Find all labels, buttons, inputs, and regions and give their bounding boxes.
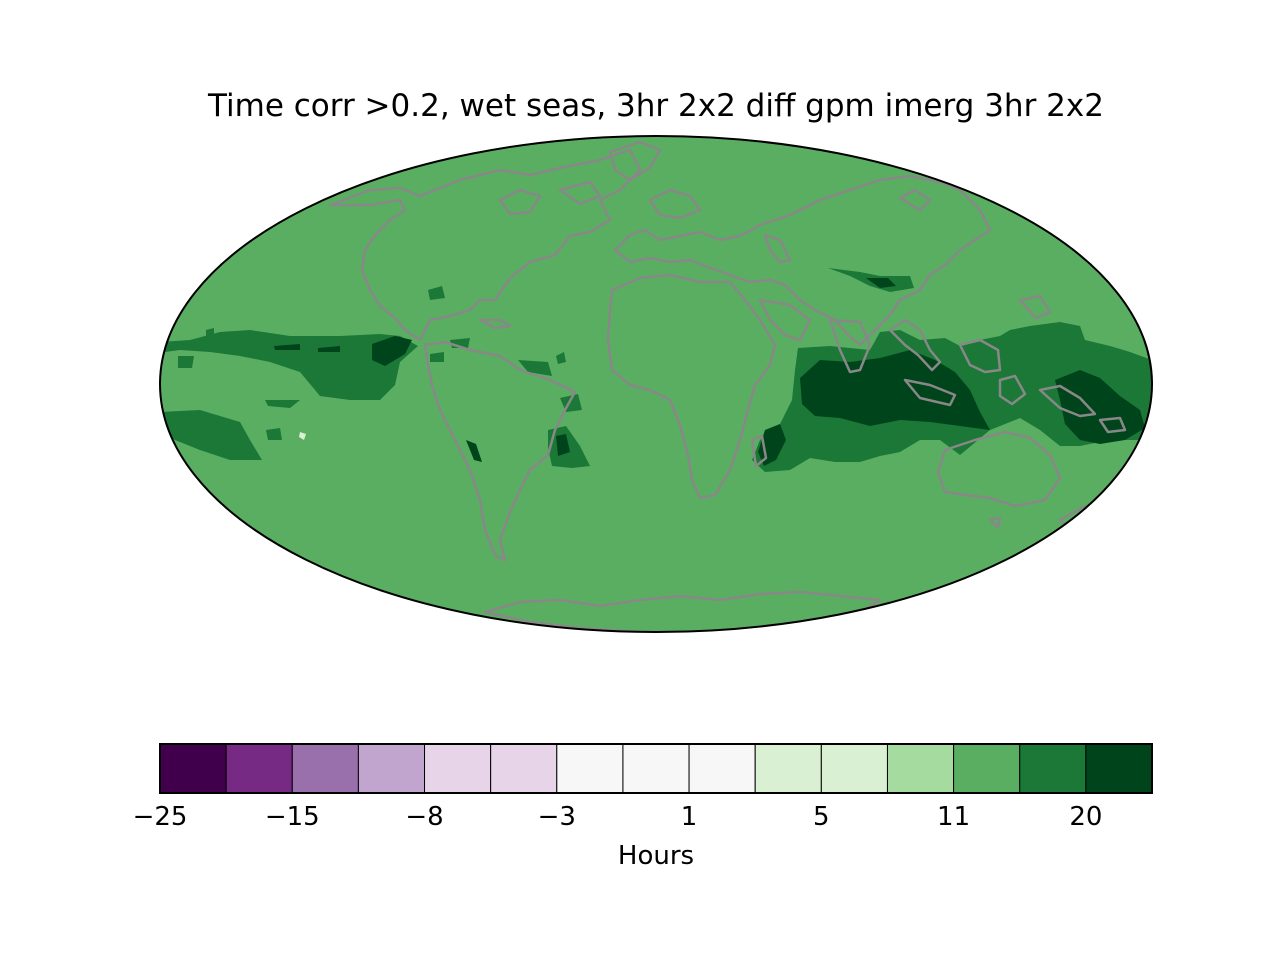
anomaly-region-gulf: [428, 286, 445, 300]
colorbar-cell: [424, 743, 492, 794]
colorbar-tick-label: −8: [405, 802, 443, 832]
colorbar-cell: [556, 743, 624, 794]
colorbar-frame: [159, 743, 1153, 794]
anomaly-patch-pacific-mid: [265, 400, 300, 408]
colorbar-cell: [1085, 743, 1153, 794]
anomaly-patch-7: [299, 432, 306, 440]
colorbar-cell: [754, 743, 822, 794]
colorbar-cell: [225, 743, 293, 794]
map-title: Time corr >0.2, wet seas, 3hr 2x2 diff g…: [208, 88, 1104, 124]
colorbar-tick-label: −3: [538, 802, 576, 832]
colorbar-cells: [159, 743, 1153, 794]
colorbar-tick-label: 11: [937, 802, 970, 832]
colorbar-tick-label: 5: [813, 802, 830, 832]
colorbar-cell: [820, 743, 888, 794]
anomaly-patch-1: [178, 356, 194, 368]
anomaly-patch-5: [556, 352, 566, 364]
colorbar-cell: [688, 743, 756, 794]
colorbar-label: Hours: [618, 841, 694, 871]
colorbar-cell: [291, 743, 359, 794]
anomaly-patch-3: [1098, 348, 1112, 360]
colorbar-tick-label: −15: [265, 802, 320, 832]
colorbar-ticks: −25 −15 −8 −3 1 5 11 20: [133, 802, 1103, 832]
colorbar-tick-label: 1: [681, 802, 698, 832]
colorbar-tick-label: −25: [133, 802, 188, 832]
anomaly-patch-2: [206, 328, 214, 338]
anomaly-streak-pacific: [274, 344, 300, 350]
anomaly-core-andes: [466, 440, 482, 462]
colorbar-cell: [622, 743, 690, 794]
anomaly-streak-pacific-2: [318, 346, 340, 352]
colorbar-cell: [1019, 743, 1087, 794]
map-border: [159, 135, 1153, 633]
anomaly-region-pacific-south: [160, 410, 262, 460]
anomaly-patch-6: [430, 352, 444, 362]
anomaly-patch-pacific-south: [266, 428, 282, 440]
colorbar-cell: [490, 743, 558, 794]
colorbar-cell: [953, 743, 1021, 794]
colorbar-cell: [357, 743, 426, 794]
anomaly-core-brazil: [556, 434, 570, 456]
anomaly-core-pacific-north: [372, 336, 412, 366]
colorbar-tick-label: 20: [1069, 802, 1102, 832]
anomaly-patch-4: [1140, 364, 1152, 376]
anomaly-core-indian-ocean: [800, 350, 990, 430]
anomaly-core-central-asia: [866, 278, 896, 288]
map-background: [160, 136, 1152, 632]
colorbar-cell: [159, 743, 227, 794]
colorbar-cell: [886, 743, 955, 794]
anomaly-region-amazon: [518, 360, 552, 376]
anomaly-region-pacific-north: [160, 330, 418, 400]
